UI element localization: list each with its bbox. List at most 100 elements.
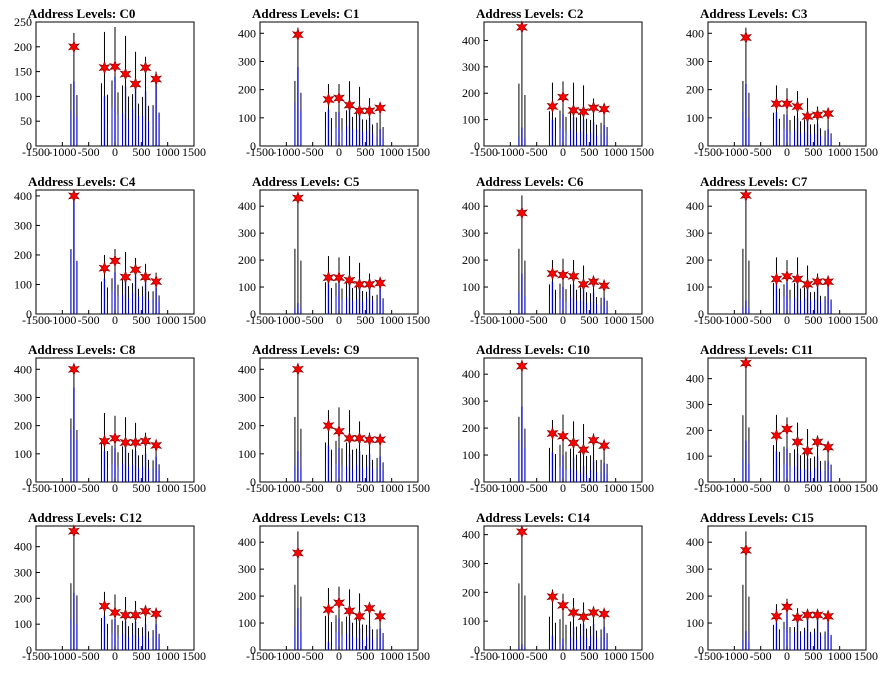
peak-marker [811,108,824,122]
y-tick-label: 0 [474,475,480,489]
x-tick-label: -500 [78,649,100,663]
x-tick-label: 1000 [380,145,404,159]
x-tick-label: 0 [560,481,566,495]
y-tick-label: 50 [20,114,32,128]
x-tick-label: 1000 [828,145,852,159]
x-tick-label: 500 [132,313,150,327]
y-tick-label: 0 [474,139,480,153]
y-tick-label: 100 [238,280,256,294]
peak-marker [67,524,80,539]
y-tick-label: 200 [462,421,480,435]
x-tick-label: 1000 [604,145,628,159]
y-tick-label: 0 [250,475,256,489]
x-tick-label: 1000 [156,481,180,495]
x-tick-label: 0 [112,145,118,159]
x-tick-label: 500 [804,649,822,663]
y-tick-label: 300 [462,394,480,408]
peak-marker [67,362,80,377]
peak-marker [770,96,783,111]
peak-marker [119,270,132,285]
y-tick-label: 100 [14,447,32,461]
peak-marker [150,606,163,621]
y-tick-label: 250 [14,15,32,29]
y-tick-label: 200 [14,248,32,262]
peak-marker [291,191,304,206]
x-tick-label: -500 [302,649,324,663]
peak-marker [822,440,835,455]
peak-marker [108,253,122,268]
x-tick-label: -1000 [720,145,748,159]
chart-panel-c8: Address Levels: C8 0 100 200 300 400 -1500-100… [14,342,206,495]
x-tick-label: 1000 [380,481,404,495]
peak-marker [129,608,142,623]
peak-marker [353,103,366,118]
peak-marker [546,99,559,114]
peak-marker [353,431,366,446]
peak-marker [811,435,824,449]
chart-title: Address Levels: C6 [476,174,584,189]
x-tick-label: 1500 [406,649,430,663]
chart-title: Address Levels: C2 [476,6,583,21]
y-tick-label: 400 [686,535,704,549]
peak-marker [98,261,111,276]
x-tick-label: -500 [302,313,324,327]
y-tick-label: 100 [686,449,704,463]
x-tick-label: -1500 [470,481,498,495]
x-tick-label: -1500 [694,313,722,327]
y-tick-label: 200 [462,253,480,267]
y-tick-label: 400 [462,528,480,542]
y-tick-label: 300 [686,562,704,576]
x-tick-label: -1000 [48,649,76,663]
x-tick-label: -1500 [22,145,50,159]
y-tick-label: 300 [14,218,32,232]
chart-title: Address Levels: C14 [476,510,590,525]
y-tick-label: 100 [462,113,480,127]
x-tick-label: 1500 [854,649,878,663]
x-tick-label: 1500 [854,145,878,159]
peak-marker [353,277,366,292]
peak-marker [98,60,111,75]
x-tick-label: 500 [356,481,374,495]
x-tick-label: -1500 [470,649,498,663]
peak-marker [811,608,824,622]
peak-marker [739,356,752,371]
peak-marker [119,608,132,623]
peak-marker [587,605,600,620]
x-tick-label: -1000 [496,145,524,159]
chart-title: Address Levels: C4 [28,174,136,189]
peak-marker [343,273,356,288]
x-tick-label: -1500 [246,649,274,663]
chart-panel-c12: Address Levels: C12 0 100 200 300 400 -1500-10… [14,510,206,663]
y-tick-label: 200 [238,589,256,603]
x-tick-label: -1500 [694,145,722,159]
chart-title: Address Levels: C8 [28,342,136,357]
peak-marker [108,605,122,620]
x-tick-label: 1000 [380,649,404,663]
peak-marker [343,431,356,446]
x-tick-label: -500 [526,145,548,159]
peak-marker [363,277,376,292]
x-tick-label: 500 [356,145,374,159]
x-tick-label: 1500 [630,313,654,327]
y-tick-label: 200 [14,419,32,433]
chart-panel-c5: Address Levels: C5 0 100 200 300 400 -1500-100… [238,174,430,327]
peak-marker [739,543,752,558]
y-tick-label: 400 [238,362,256,376]
peak-marker [353,609,366,624]
x-tick-label: 500 [132,481,150,495]
x-tick-label: 500 [132,649,150,663]
peak-marker [119,67,132,82]
x-tick-label: 1500 [182,481,206,495]
y-tick-label: 100 [686,111,704,125]
x-tick-label: -500 [302,481,324,495]
y-tick-label: 100 [462,448,480,462]
peak-marker [801,608,814,622]
x-tick-label: 1500 [854,313,878,327]
y-tick-label: 100 [238,447,256,461]
x-tick-label: 500 [132,145,150,159]
x-tick-label: -1500 [246,313,274,327]
peak-marker [291,27,304,42]
x-tick-label: 500 [580,649,598,663]
x-tick-label: 0 [784,649,790,663]
